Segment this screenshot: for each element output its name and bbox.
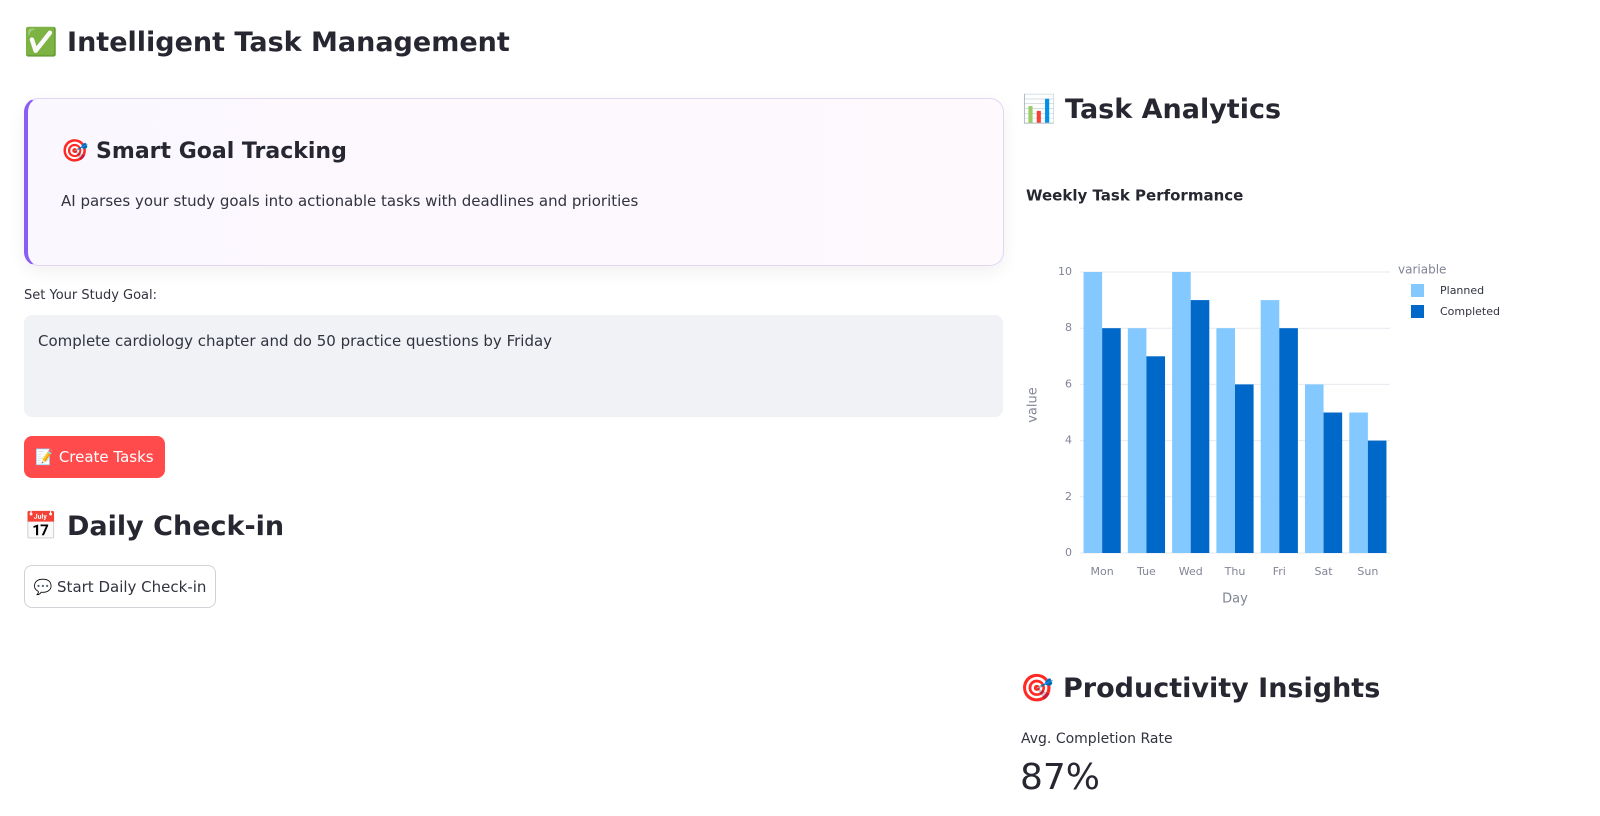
bar xyxy=(1216,328,1235,553)
bar xyxy=(1304,384,1324,553)
bar xyxy=(1146,356,1166,553)
x-tick-label: Wed xyxy=(1179,565,1203,578)
legend-label: Planned xyxy=(1440,284,1484,297)
x-tick-label: Thu xyxy=(1224,565,1246,578)
x-tick-label: Sun xyxy=(1357,565,1378,578)
y-tick-label: 6 xyxy=(1065,377,1072,390)
section-title: 📊 Task Analytics xyxy=(1022,94,1282,125)
metric-value: 87% xyxy=(1020,757,1101,798)
x-tick-label: Mon xyxy=(1091,565,1114,578)
bar xyxy=(1172,272,1191,553)
y-tick-label: 0 xyxy=(1065,546,1072,559)
input-label: Set Your Study Goal: xyxy=(24,288,158,303)
x-tick-label: Tue xyxy=(1136,565,1156,578)
y-tick-label: 4 xyxy=(1065,434,1072,447)
section-title: 🎯 Productivity Insights xyxy=(1020,673,1381,704)
y-tick-label: 8 xyxy=(1065,321,1072,334)
bar xyxy=(1349,412,1368,553)
textarea-value: Complete cardiology chapter and do 50 pr… xyxy=(38,332,553,350)
legend-title: variable xyxy=(1398,263,1446,277)
bar xyxy=(1190,300,1210,553)
create-tasks-button[interactable]: 📝 Create Tasks xyxy=(24,436,165,478)
y-axis-label: value xyxy=(1026,387,1041,423)
chart-title: Weekly Task Performance xyxy=(1026,187,1243,205)
bar xyxy=(1260,300,1280,553)
section-title: 📅 Daily Check-in xyxy=(24,511,285,542)
bar xyxy=(1083,272,1103,553)
card-text: AI parses your study goals into actionab… xyxy=(61,192,639,210)
card-title: 🎯 Smart Goal Tracking xyxy=(61,139,347,164)
x-axis-label: Day xyxy=(1222,592,1248,607)
x-tick-label: Sat xyxy=(1315,565,1334,578)
checkin-button[interactable]: 💬 Start Daily Check-in xyxy=(24,565,216,608)
feature-card: 🎯 Smart Goal Tracking AI parses your stu… xyxy=(24,98,1004,266)
bar xyxy=(1127,328,1147,553)
legend-swatch xyxy=(1411,284,1424,297)
bar xyxy=(1102,328,1121,553)
bar xyxy=(1367,440,1387,553)
page-title: ✅ Intelligent Task Management xyxy=(24,27,510,58)
bar xyxy=(1235,384,1254,553)
legend-swatch xyxy=(1411,305,1424,318)
y-tick-label: 10 xyxy=(1058,265,1072,278)
y-tick-label: 2 xyxy=(1065,490,1072,503)
bar xyxy=(1323,412,1343,553)
metric-label: Avg. Completion Rate xyxy=(1021,731,1173,747)
bar xyxy=(1279,328,1298,553)
x-tick-label: Fri xyxy=(1273,565,1286,578)
goal-textarea[interactable]: Complete cardiology chapter and do 50 pr… xyxy=(24,315,1003,417)
legend-label: Completed xyxy=(1440,305,1500,318)
